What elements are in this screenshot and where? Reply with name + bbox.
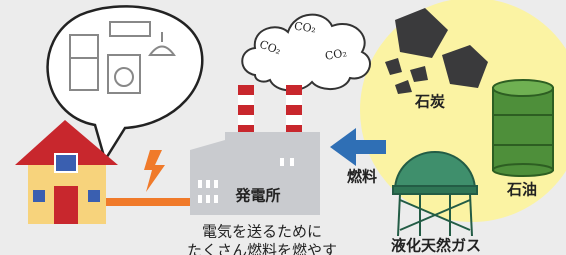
oil-label: 石油 [506,181,537,199]
plant-caption: 電気を送るために [202,223,322,241]
fuel-label: 燃料 [347,168,377,186]
power-plant-part [206,180,210,188]
lng-tank-part [393,186,477,194]
power-plant-part [214,180,218,188]
power-plant-part [214,195,218,203]
lng-label: 液化天然ガス [391,237,481,255]
house-part [55,154,77,172]
plant-label: 発電所 [234,187,280,205]
house-part [54,186,78,224]
oil-barrel-part [493,88,553,170]
oil-barrel-part [493,164,553,176]
power-plant-part [290,158,294,166]
house-part [33,190,45,202]
oil-barrel-part [493,80,553,96]
power-plant-part [280,158,284,166]
plant-caption: たくさん燃料を燃やす [187,242,337,255]
coal-label: 石炭 [414,93,445,111]
power-plant-part [206,195,210,203]
fuel-arrow-part [352,140,386,154]
power-plant-part [238,85,254,95]
power-plant-part [286,85,302,95]
power-plant-part [286,105,302,115]
house-part [88,190,100,202]
power-plant-part [198,195,202,203]
power-plant-part [238,105,254,115]
power-plant-part [198,180,202,188]
power-line-part [105,198,190,206]
oil-barrel [493,80,553,176]
scene: 石炭 石油 液化天然ガス 燃料 CO₂ CO₂ CO₂ [0,0,566,255]
